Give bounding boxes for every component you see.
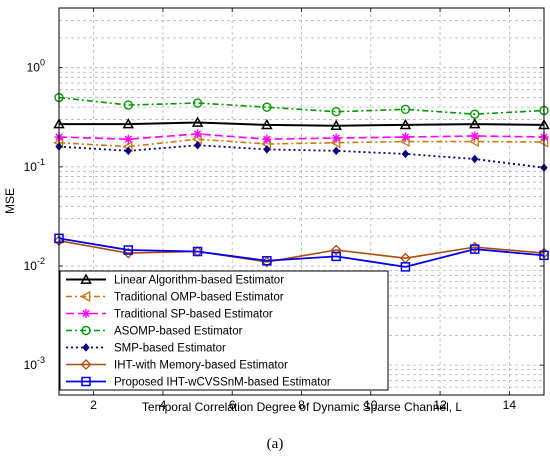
- legend-label: Linear Algorithm-based Estimator: [114, 275, 284, 287]
- x-axis-label: Temporal Correlation Degree of Dynamic S…: [142, 400, 462, 414]
- y-axis-label: MSE: [3, 188, 17, 214]
- data-point: [471, 154, 479, 164]
- data-point: [192, 98, 203, 108]
- series-layer: [53, 92, 550, 272]
- legend-box: [59, 270, 389, 391]
- data-point: [262, 255, 272, 266]
- series-line: [58, 144, 545, 169]
- legend-entry: SMP-based Estimator: [66, 343, 226, 355]
- legend-entry: Proposed IHT-wCVSSnM-based Estimator: [66, 377, 331, 389]
- legend-marker: [82, 343, 90, 352]
- data-point: [399, 118, 412, 130]
- data-point: [192, 246, 203, 257]
- legend-entry: Linear Algorithm-based Estimator: [66, 273, 284, 287]
- data-point: [330, 244, 342, 256]
- data-point: [123, 134, 133, 144]
- data-point: [191, 116, 204, 127]
- data-point: [262, 102, 272, 112]
- legend-marker: [80, 273, 92, 284]
- series-line: [58, 133, 545, 141]
- data-point: [470, 109, 480, 119]
- legend-marker: [81, 309, 91, 318]
- data-point: [193, 141, 202, 150]
- legend-label: ASOMP-based Estimator: [114, 326, 243, 338]
- data-point: [331, 133, 341, 143]
- x-tick-label: 14: [503, 398, 517, 412]
- data-point: [331, 251, 341, 262]
- series-3: [54, 92, 549, 119]
- data-point: [469, 244, 480, 254]
- legend-label: Proposed IHT-wCVSSnM-based Estimator: [114, 377, 331, 389]
- legend-marker: [81, 376, 91, 387]
- data-point: [400, 262, 411, 272]
- figure-caption: (a): [266, 436, 284, 452]
- data-point: [332, 146, 340, 156]
- y-tick-label: 100: [27, 58, 45, 75]
- data-point: [263, 145, 271, 154]
- data-point: [468, 118, 481, 129]
- legend-label: IHT-with Memory-based Estimator: [114, 360, 288, 372]
- x-tick-label: 10: [364, 398, 378, 412]
- legend-entry: IHT-with Memory-based Estimator: [66, 359, 288, 372]
- legend-label: Traditional OMP-based Estimator: [114, 292, 284, 304]
- data-point: [400, 132, 410, 142]
- series-line: [58, 96, 545, 115]
- x-tick-label: 8: [298, 398, 305, 412]
- series-line: [58, 239, 545, 263]
- series-line: [59, 121, 545, 127]
- legend-entry: Traditional SP-based Estimator: [66, 309, 273, 321]
- series-line: [58, 138, 545, 148]
- x-tick-label: 6: [229, 398, 236, 412]
- legend-label: SMP-based Estimator: [114, 343, 226, 355]
- data-point: [261, 118, 273, 130]
- data-point: [400, 104, 411, 115]
- y-tick-label: 10-3: [24, 355, 45, 372]
- legend: Linear Algorithm-based Estimator Traditio…: [59, 270, 389, 391]
- x-tick-label: 2: [90, 398, 97, 412]
- data-point: [401, 149, 410, 159]
- data-point: [124, 146, 132, 156]
- x-tick-label: 12: [433, 398, 447, 412]
- data-point: [123, 245, 134, 255]
- data-point: [193, 129, 203, 139]
- y-tick-label: 10-2: [24, 256, 45, 273]
- data-point: [470, 131, 480, 141]
- legend-label: Traditional SP-based Estimator: [114, 309, 273, 321]
- data-point: [330, 119, 342, 131]
- legend-marker: [81, 325, 91, 336]
- data-point: [122, 118, 135, 129]
- legend-entry: Traditional OMP-based Estimator: [66, 290, 284, 304]
- data-point: [262, 134, 272, 144]
- data-point: [122, 247, 134, 259]
- legend-entry: ASOMP-based Estimator: [66, 326, 243, 338]
- data-point: [123, 100, 133, 110]
- x-tick-label: 4: [160, 398, 167, 412]
- legend-marker: [80, 290, 91, 303]
- data-point: [331, 106, 341, 117]
- y-tick-label: 10-1: [24, 157, 45, 174]
- series-line: [58, 237, 545, 268]
- legend-marker: [80, 359, 92, 370]
